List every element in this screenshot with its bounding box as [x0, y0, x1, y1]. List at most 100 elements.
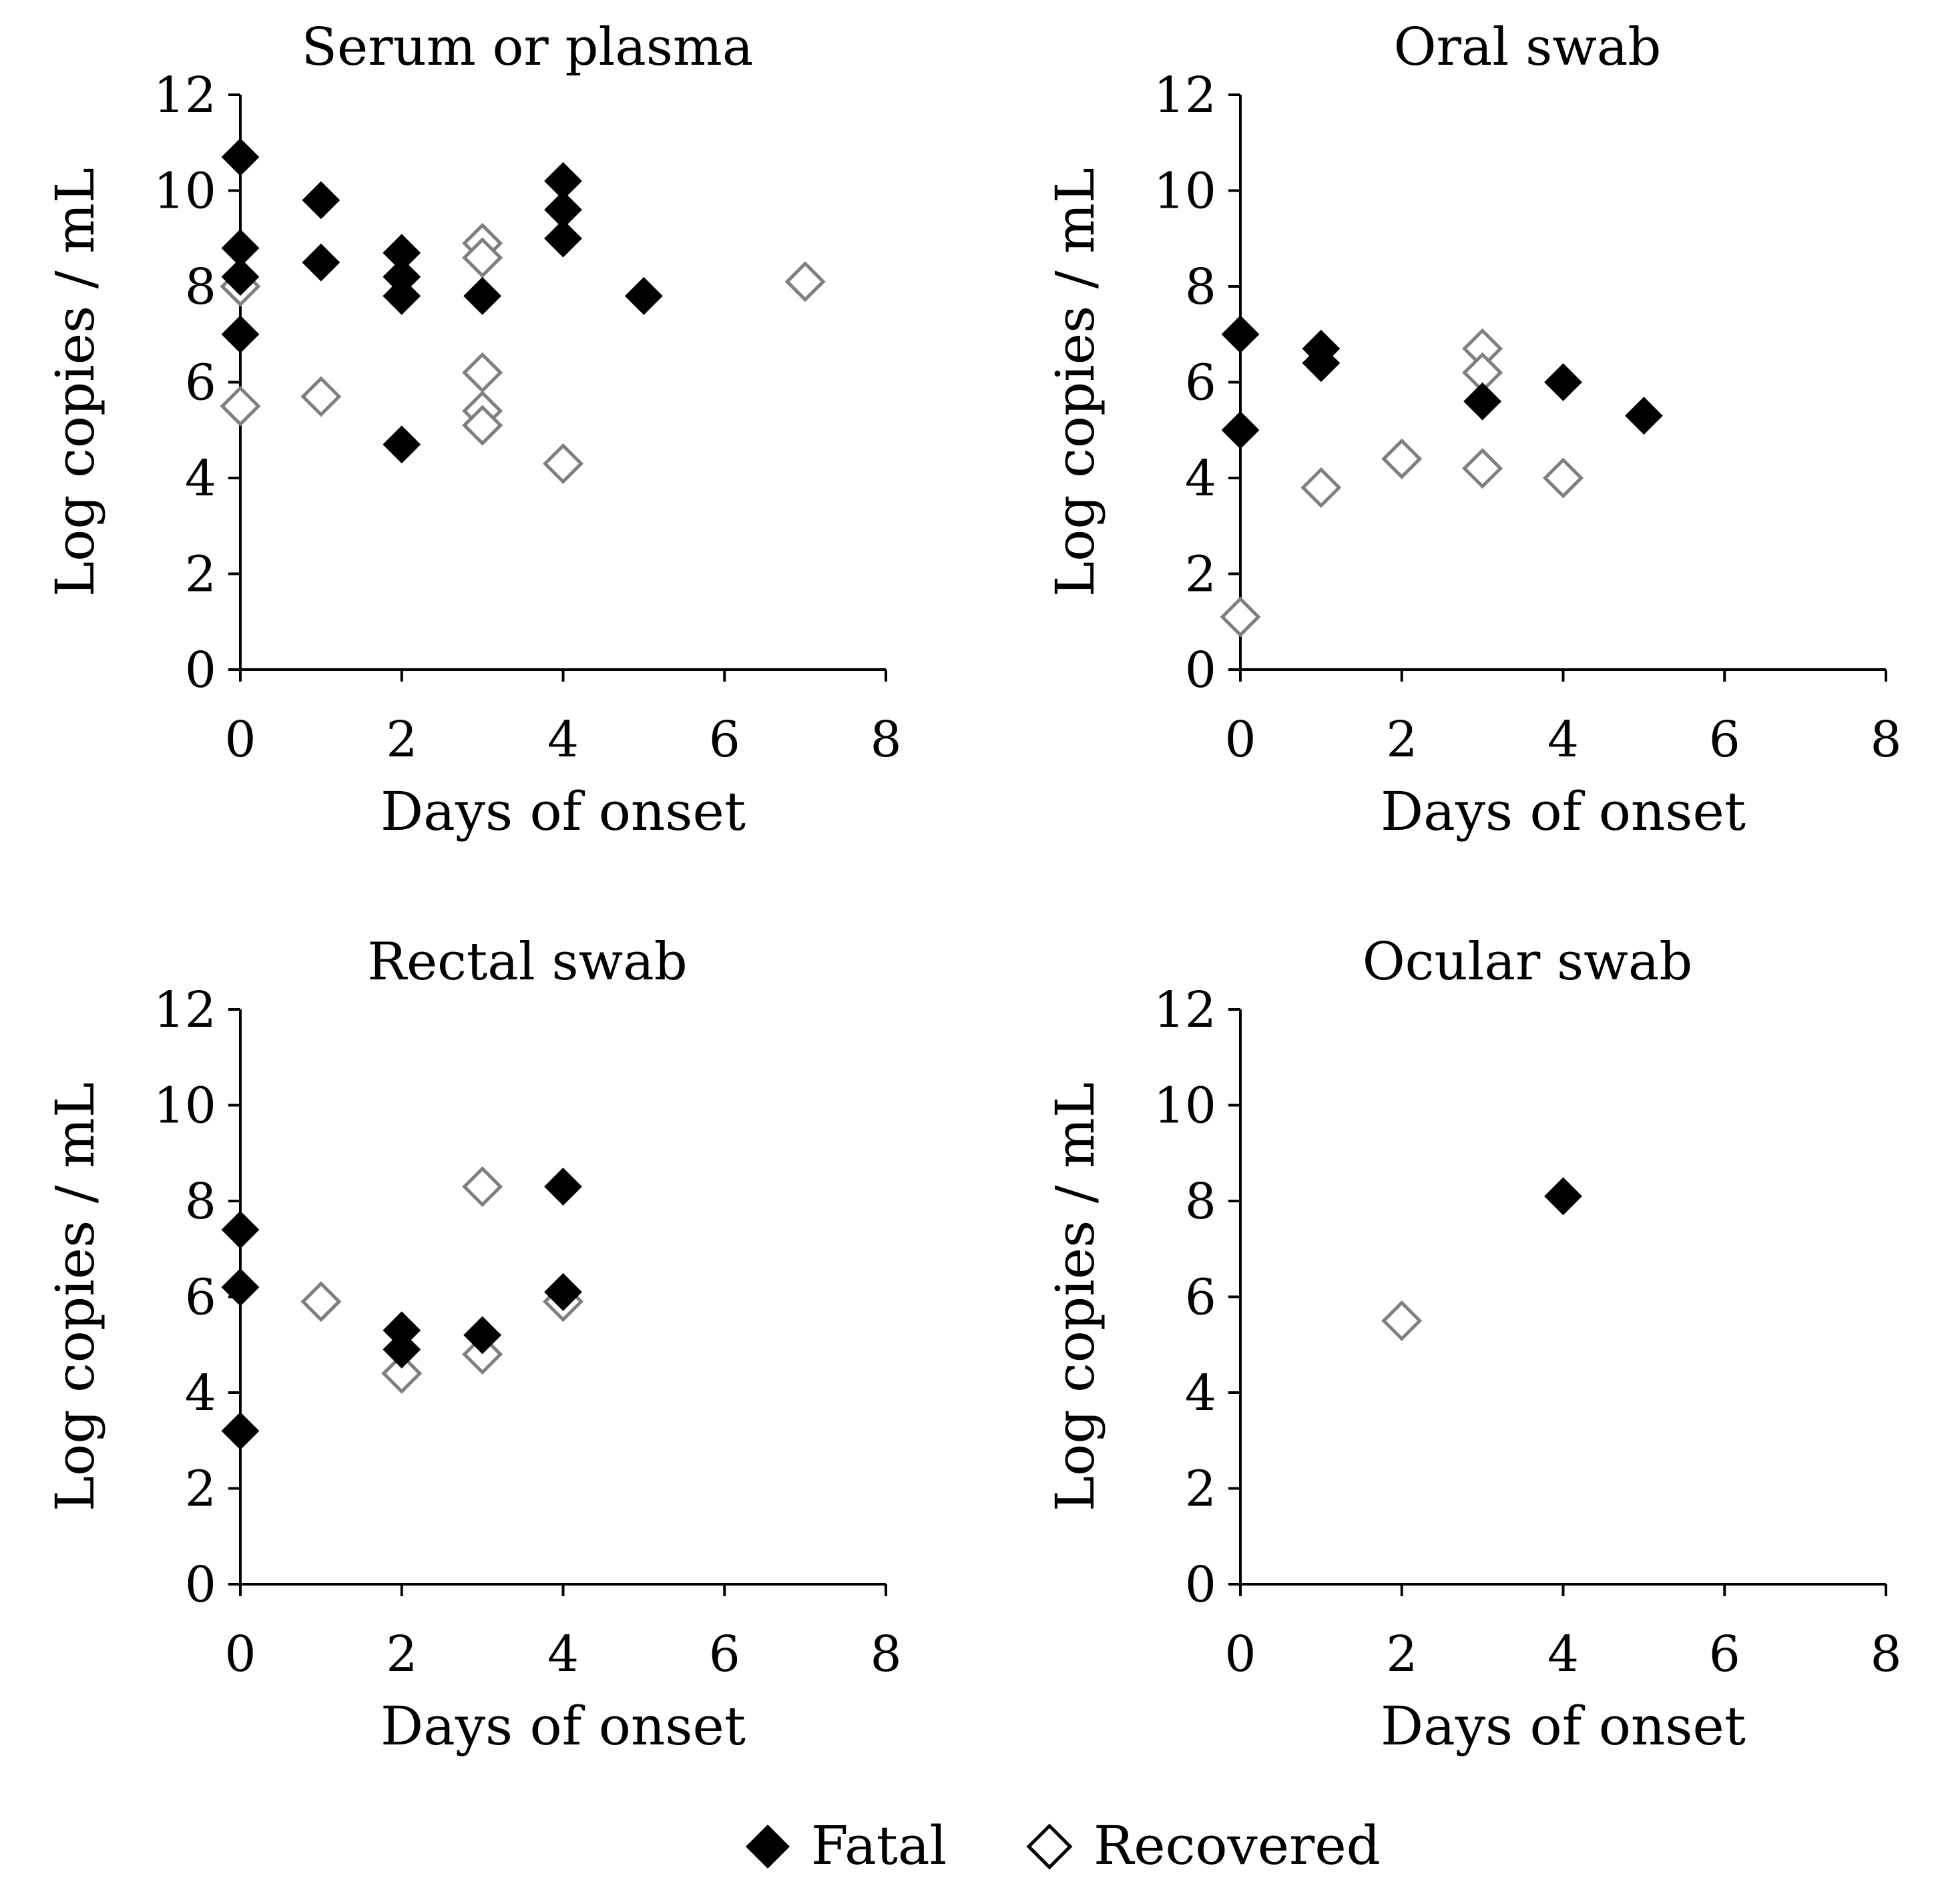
point-fatal — [1544, 363, 1582, 401]
point-fatal — [1544, 1177, 1582, 1216]
y-tick-label: 10 — [1154, 1078, 1216, 1135]
point-recovered — [462, 237, 503, 278]
point-recovered — [462, 1166, 503, 1208]
y-tick-label: 8 — [185, 258, 216, 316]
point-recovered — [1381, 438, 1423, 479]
point-fatal — [221, 315, 260, 354]
x-tick-label: 4 — [1547, 711, 1579, 768]
point-recovered — [1300, 467, 1342, 508]
x-axis-label: Days of onset — [381, 780, 746, 843]
x-tick-label: 8 — [1870, 1626, 1901, 1683]
x-tick-label: 0 — [224, 1626, 256, 1683]
y-axis-label: Log copies / mL — [44, 1082, 106, 1511]
point-fatal — [1624, 397, 1663, 435]
x-tick-label: 6 — [1709, 711, 1740, 768]
panel-title: Rectal swab — [367, 932, 687, 992]
panel-title: Oral swab — [1394, 17, 1662, 77]
x-axis-label: Days of onset — [1381, 780, 1746, 843]
y-tick-label: 10 — [1154, 163, 1216, 220]
point-fatal — [1221, 315, 1260, 354]
x-tick-label: 4 — [547, 1626, 579, 1683]
point-recovered — [300, 1281, 342, 1323]
point-fatal — [221, 258, 260, 296]
point-fatal — [221, 1268, 260, 1306]
point-fatal — [463, 1316, 502, 1355]
x-tick-label: 0 — [224, 711, 256, 768]
y-tick-label: 4 — [185, 450, 216, 507]
y-tick-label: 4 — [185, 1365, 216, 1422]
legend: Fatal Recovered — [746, 1815, 1381, 1877]
panel-oral-swab: Oral swab 0 2 4 6 8 10 12 0 2 4 6 8 Days of onset Log … — [1044, 17, 1902, 843]
y-tick-label: 6 — [1185, 354, 1216, 412]
point-recovered — [462, 1334, 503, 1375]
x-axis-label: Days of onset — [1381, 1695, 1746, 1757]
x-tick-label: 0 — [1224, 1626, 1256, 1683]
panel-rectal-swab: Rectal swab 0 2 4 6 8 10 12 0 2 4 6 8 Days of onset Lo… — [44, 932, 902, 1757]
y-tick-label: 8 — [185, 1173, 216, 1230]
point-fatal — [1302, 344, 1341, 383]
point-fatal — [624, 276, 663, 315]
x-tick-label: 0 — [1224, 711, 1256, 768]
point-fatal — [544, 219, 582, 258]
point-recovered — [462, 405, 503, 446]
y-tick-label: 0 — [185, 642, 216, 699]
y-tick-label: 12 — [154, 67, 216, 124]
x-axis-label: Days of onset — [381, 1695, 746, 1757]
point-recovered — [784, 261, 826, 302]
y-axis-label: Log copies / mL — [1044, 168, 1106, 597]
point-fatal — [544, 1272, 582, 1311]
y-tick-label: 8 — [1185, 258, 1216, 316]
y-tick-label: 2 — [185, 546, 216, 604]
x-tick-label: 8 — [1870, 711, 1901, 768]
point-fatal — [302, 243, 340, 282]
point-fatal — [383, 276, 421, 315]
y-tick-label: 6 — [185, 1269, 216, 1327]
y-tick-label: 12 — [154, 981, 216, 1039]
point-fatal — [221, 1210, 260, 1249]
y-tick-label: 4 — [1185, 450, 1216, 507]
x-tick-label: 4 — [1547, 1626, 1579, 1683]
legend-recovered-label: Recovered — [1094, 1815, 1381, 1877]
point-recovered — [1462, 448, 1503, 489]
x-tick-label: 8 — [870, 711, 901, 768]
y-tick-label: 6 — [185, 354, 216, 412]
panel-serum-or-plasma: Serum or plasma 0 2 4 6 8 10 12 0 2 4 6 8 Days of ons… — [44, 17, 902, 843]
legend-recovered-marker — [1026, 1823, 1073, 1870]
y-tick-label: 12 — [1154, 67, 1216, 124]
point-recovered — [220, 385, 261, 427]
point-recovered — [381, 1353, 423, 1394]
x-tick-label: 2 — [1386, 711, 1417, 768]
y-tick-label: 0 — [1185, 1556, 1216, 1614]
y-axis-label: Log copies / mL — [44, 168, 106, 597]
point-fatal — [302, 181, 340, 220]
y-axis-label: Log copies / mL — [1044, 1082, 1106, 1511]
legend-fatal-label: Fatal — [811, 1815, 947, 1877]
point-fatal — [544, 1168, 582, 1206]
point-recovered — [1381, 1300, 1423, 1341]
x-tick-label: 6 — [709, 711, 740, 768]
y-tick-label: 8 — [1185, 1173, 1216, 1230]
x-tick-label: 6 — [709, 1626, 740, 1683]
x-tick-label: 4 — [547, 711, 579, 768]
y-tick-label: 10 — [154, 1078, 216, 1135]
panel-title: Ocular swab — [1363, 932, 1693, 992]
point-fatal — [1463, 382, 1502, 421]
x-tick-label: 6 — [1709, 1626, 1740, 1683]
y-tick-label: 6 — [1185, 1269, 1216, 1327]
panel-ocular-swab: Ocular swab 0 2 4 6 8 10 12 0 2 4 6 8 Days of onset Lo… — [1044, 932, 1902, 1757]
point-fatal — [383, 1331, 421, 1369]
point-recovered — [300, 376, 342, 417]
y-tick-label: 2 — [185, 1461, 216, 1518]
x-tick-label: 2 — [1386, 1626, 1417, 1683]
point-fatal — [221, 138, 260, 176]
point-fatal — [463, 276, 502, 315]
point-fatal — [383, 425, 421, 464]
y-tick-label: 10 — [154, 163, 216, 220]
x-tick-label: 2 — [386, 711, 417, 768]
y-tick-label: 0 — [185, 1556, 216, 1614]
point-fatal — [1221, 411, 1260, 449]
point-recovered — [1220, 596, 1261, 638]
point-recovered — [1542, 457, 1584, 499]
y-tick-label: 4 — [1185, 1365, 1216, 1422]
